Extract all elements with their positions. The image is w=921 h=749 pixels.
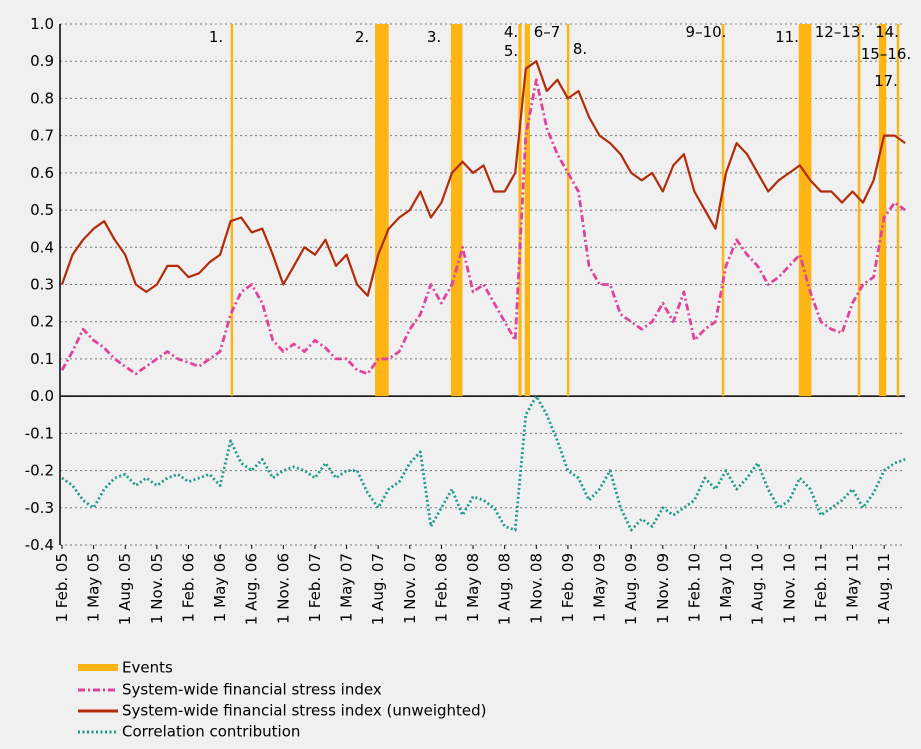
event-label: 4.	[504, 23, 518, 41]
event-label: 15–16.	[861, 45, 911, 63]
x-tick-label: 1 Feb. 06	[179, 553, 197, 623]
y-tick-label: -0.1	[25, 424, 54, 442]
y-tick-label: 0.5	[30, 201, 54, 219]
x-tick-label: 1 May 08	[464, 553, 482, 622]
x-tick-label: 1 Nov. 09	[654, 553, 672, 624]
x-tick-label: 1 May 05	[85, 553, 103, 622]
y-tick-label: 1.0	[30, 15, 54, 33]
legend-label: Events	[122, 659, 173, 677]
event-label: 2.	[355, 28, 369, 46]
event-label: 11.	[775, 28, 799, 46]
series-line	[60, 60, 906, 297]
legend-label: Correlation contribution	[122, 723, 300, 741]
event-bar	[878, 24, 887, 397]
y-tick-label: -0.3	[25, 499, 54, 517]
y-tick-label: -0.2	[25, 462, 54, 480]
x-tick-label: 1 Aug. 11	[875, 553, 893, 625]
event-bar	[518, 24, 522, 397]
x-tick-label: 1 Nov. 08	[527, 553, 545, 624]
x-tick-label: 1 Feb. 10	[685, 553, 703, 623]
x-tick-label: 1 Feb. 05	[53, 553, 71, 623]
event-bar	[798, 24, 812, 397]
y-tick-label: 0.9	[30, 52, 54, 70]
y-tick-label: 0.0	[30, 387, 54, 405]
y-tick-label: 0.2	[30, 313, 54, 331]
legend-label: System-wide financial stress index	[122, 681, 382, 699]
event-bar	[566, 24, 570, 397]
event-label: 14.	[875, 23, 899, 41]
event-label: 17.	[874, 72, 898, 90]
y-tick-label: 0.8	[30, 89, 54, 107]
event-label: 6–7	[534, 23, 561, 41]
x-tick-label: 1 Aug. 10	[749, 553, 767, 625]
y-tick-label: 0.7	[30, 127, 54, 145]
series-line	[61, 394, 906, 532]
x-tick-label: 1 Nov. 05	[148, 553, 166, 624]
x-tick-label: 1 Aug. 05	[116, 553, 134, 625]
event-bar	[721, 24, 725, 397]
x-tick-label: 1 May 10	[717, 553, 735, 622]
x-tick-label: 1 Feb. 09	[559, 553, 577, 623]
x-tick-label: 1 Aug. 07	[369, 553, 387, 625]
event-label: 5.	[504, 42, 518, 60]
x-tick-label: 1 Feb. 08	[432, 553, 450, 623]
x-tick-label: 1 Aug. 08	[496, 553, 514, 625]
event-bar	[375, 24, 389, 397]
legend-swatch	[78, 664, 118, 671]
x-tick-label: 1 Feb. 07	[306, 553, 324, 623]
event-bar	[230, 24, 234, 397]
event-bar	[896, 24, 900, 397]
x-tick-label: 1 May 11	[844, 553, 862, 622]
event-bar	[857, 24, 861, 397]
y-tick-label: 0.3	[30, 276, 54, 294]
event-bar	[450, 24, 463, 397]
y-tick-label: -0.4	[25, 536, 54, 554]
event-label: 9–10.	[686, 23, 727, 41]
x-tick-label: 1 Feb. 11	[812, 553, 830, 623]
x-tick-label: 1 May 07	[338, 553, 356, 622]
legend-label: System-wide financial stress index (unwe…	[122, 702, 487, 720]
y-tick-label: 0.6	[30, 164, 54, 182]
event-label: 3.	[427, 28, 441, 46]
x-tick-label: 1 Aug. 06	[243, 553, 261, 625]
y-tick-label: 0.4	[30, 238, 54, 256]
x-tick-label: 1 May 09	[591, 553, 609, 622]
event-bar	[524, 24, 530, 397]
event-label: 1.	[209, 28, 223, 46]
y-tick-label: 0.1	[30, 350, 54, 368]
event-label: 8.	[573, 40, 587, 58]
x-tick-label: 1 Aug. 09	[622, 553, 640, 625]
x-tick-label: 1 Nov. 10	[780, 553, 798, 624]
x-tick-label: 1 Nov. 07	[401, 553, 419, 624]
x-tick-label: 1 Nov. 06	[274, 553, 292, 624]
event-label: 12–13.	[815, 23, 865, 41]
x-tick-label: 1 May 06	[211, 553, 229, 622]
series-line	[60, 78, 907, 376]
